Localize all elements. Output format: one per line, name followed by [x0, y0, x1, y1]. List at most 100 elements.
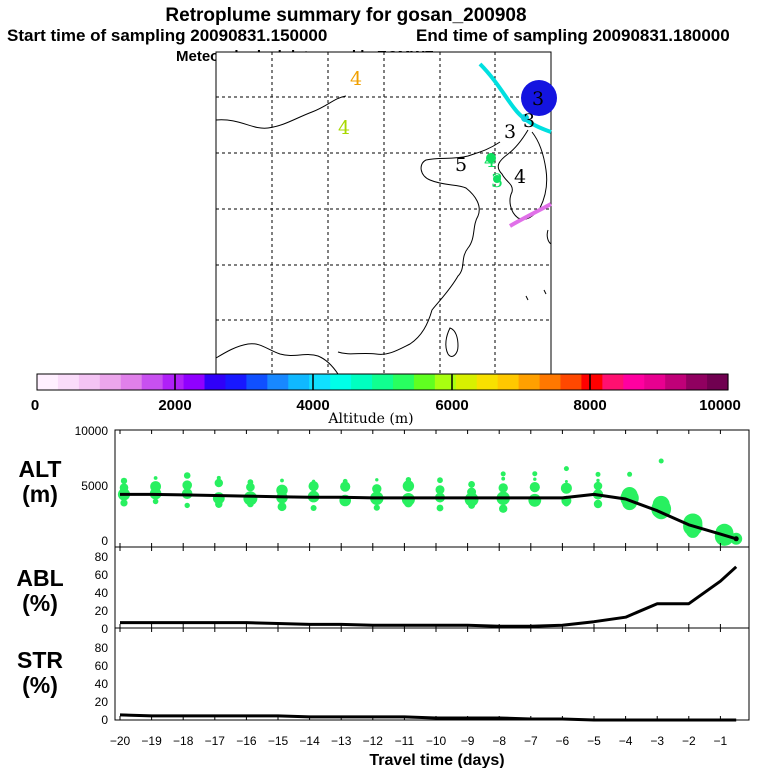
map-label-3: 3: [504, 121, 516, 143]
colorbar-cell-18: [413, 374, 436, 390]
abl-ytick-60: 60: [95, 568, 109, 582]
abl-ytick-80: 80: [95, 550, 109, 564]
colorbar-tick-0: 0: [31, 397, 39, 414]
colorbar-cell-27: [602, 374, 624, 390]
colorbar-cell-24: [539, 374, 562, 390]
alt-dot: [183, 472, 191, 479]
alt-dot: [501, 476, 506, 481]
altitude-colorbar: 0 2000 4000 6000 8000 10000 Altitude (m): [31, 373, 741, 427]
map-label-blue-circle: 3: [532, 88, 544, 110]
alt-dot: [595, 471, 601, 477]
map-coastlines: [215, 95, 552, 375]
alt-dot: [182, 480, 192, 491]
alt-dot: [184, 502, 190, 509]
abl-panel-title: ABL: [16, 565, 63, 591]
colorbar-cell-21: [476, 374, 499, 390]
alt-dot: [312, 479, 316, 483]
figure-title: Retroplume summary for gosan_200908: [165, 5, 526, 26]
alt-dot: [373, 504, 380, 511]
alt-dot: [405, 477, 412, 483]
alt-dot: [500, 471, 506, 477]
alt-dot: [464, 492, 479, 507]
alt-dot: [276, 484, 288, 496]
colorbar-cell-19: [434, 374, 457, 390]
alt-release-point: [733, 536, 739, 542]
colorbar-cell-26: [581, 374, 603, 390]
map-label-1: 4: [350, 68, 362, 90]
alt-dot: [150, 481, 162, 492]
alt-series-line: [120, 492, 737, 541]
plume-line-violet: [508, 202, 552, 228]
alt-dot: [529, 482, 540, 493]
colorbar-cell-7: [183, 374, 206, 390]
alt-dot: [247, 479, 254, 486]
x-tick-label: −2: [682, 734, 696, 748]
colorbar-cell-13: [309, 374, 331, 390]
colorbar-cell-30: [665, 374, 687, 390]
x-tick-label: −6: [556, 734, 570, 748]
alt-dot: [119, 483, 129, 493]
alt-dot: [627, 471, 633, 477]
retroplume-map: 4 4 3 3 5 4 3 4 3: [215, 51, 557, 375]
map-label-4: 3: [523, 110, 535, 132]
alt-dot: [152, 498, 159, 505]
abl-ytick-40: 40: [95, 586, 109, 600]
colorbar-cell-16: [372, 374, 394, 390]
alt-panel-unit: (m): [22, 481, 58, 507]
colorbar-cell-2: [78, 374, 101, 390]
x-tick-label: −10: [426, 734, 447, 748]
colorbar-cell-29: [644, 374, 666, 390]
x-tick-label: −15: [268, 734, 289, 748]
colorbar-cells: [37, 374, 729, 390]
x-tick-label: −7: [524, 734, 538, 748]
colorbar-cell-0: [37, 374, 59, 390]
x-tick-label: −12: [363, 734, 384, 748]
abl-series-line: [120, 565, 738, 628]
alt-dot: [563, 466, 569, 472]
panel-frames: [114, 429, 750, 721]
x-tick-label: −8: [492, 734, 506, 748]
alt-y-ticks: 10000 5000 0: [75, 424, 109, 548]
map-label-6: 4: [484, 150, 496, 172]
colorbar-cell-10: [246, 374, 268, 390]
plume-circle-green-2: [493, 175, 501, 183]
alt-dot: [533, 477, 537, 481]
x-tick-label: −11: [395, 734, 415, 748]
alt-dot: [404, 498, 413, 508]
abl-ytick-0: 0: [101, 622, 108, 636]
colorbar-cell-4: [120, 374, 143, 390]
x-tick-label: −14: [299, 734, 320, 748]
alt-dot: [593, 481, 603, 491]
alt-dot: [247, 500, 254, 508]
plume-circle-cyan: [521, 114, 529, 122]
alt-dot: [560, 482, 572, 494]
alt-dot: [277, 502, 287, 512]
colorbar-cell-32: [707, 374, 729, 390]
x-tick-label: −20: [110, 734, 131, 748]
plume-circle-green-1: [486, 153, 496, 163]
alt-dot: [246, 482, 255, 492]
abl-y-ticks: 80 60 40 20 0: [95, 550, 109, 636]
map-label-8: 4: [514, 166, 526, 188]
colorbar-tick-10000: 10000: [699, 397, 741, 414]
colorbar-cell-25: [560, 374, 583, 390]
abl-panel-unit: (%): [22, 590, 58, 616]
colorbar-cell-17: [392, 374, 415, 390]
map-label-5: 5: [455, 154, 467, 176]
alt-ytick-5000: 5000: [81, 479, 108, 493]
x-tick-label: −19: [141, 734, 162, 748]
str-panel-unit: (%): [22, 672, 58, 698]
str-ytick-20: 20: [95, 695, 109, 709]
str-panel-title: STR: [17, 647, 63, 673]
colorbar-cell-20: [455, 374, 478, 390]
map-label-2: 4: [338, 117, 350, 139]
plume-circle-blue: [521, 80, 557, 116]
alt-ytick-10000: 10000: [75, 424, 109, 438]
alt-dot: [216, 475, 221, 480]
alt-dot: [342, 499, 349, 506]
alt-dot: [308, 481, 319, 492]
colorbar-cell-28: [623, 374, 645, 390]
colorbar-dividers: [174, 374, 591, 390]
str-ytick-80: 80: [95, 641, 109, 655]
